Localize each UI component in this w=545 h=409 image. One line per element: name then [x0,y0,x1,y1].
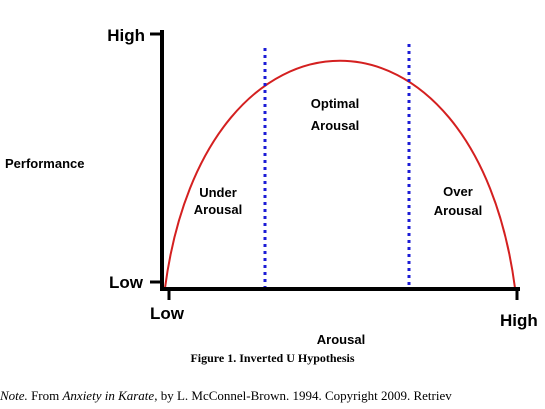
x-axis-title: Arousal [317,332,365,347]
over-arousal-label-line1: Over [443,184,473,199]
source-note: Note. From Anxiety in Karate, by L. McCo… [0,388,545,404]
note-prefix: Note. [0,388,28,403]
y-axis-low-label: Low [109,273,144,292]
note-citation: , by L. McConnel-Brown. 1994. Copyright … [154,388,452,403]
optimal-arousal-label-line1: Optimal [311,96,359,111]
optimal-arousal-label-line2: Arousal [311,118,359,133]
figure-caption: Figure 1. Inverted U Hypothesis [190,351,355,365]
under-arousal-label-line2: Arousal [194,202,242,217]
y-axis-high-label: High [107,26,145,45]
note-from: From [27,388,63,403]
x-axis-high-label: High [500,311,538,330]
inverted-u-diagram: High Low Performance Low High Arousal Un… [5,26,538,347]
note-book-title: Anxiety in Karate [62,388,155,403]
y-axis-title: Performance [5,156,84,171]
performance-curve [164,59,516,289]
under-arousal-label-line1: Under [199,185,237,200]
x-axis-low-label: Low [150,304,185,323]
over-arousal-label-line2: Arousal [434,203,482,218]
